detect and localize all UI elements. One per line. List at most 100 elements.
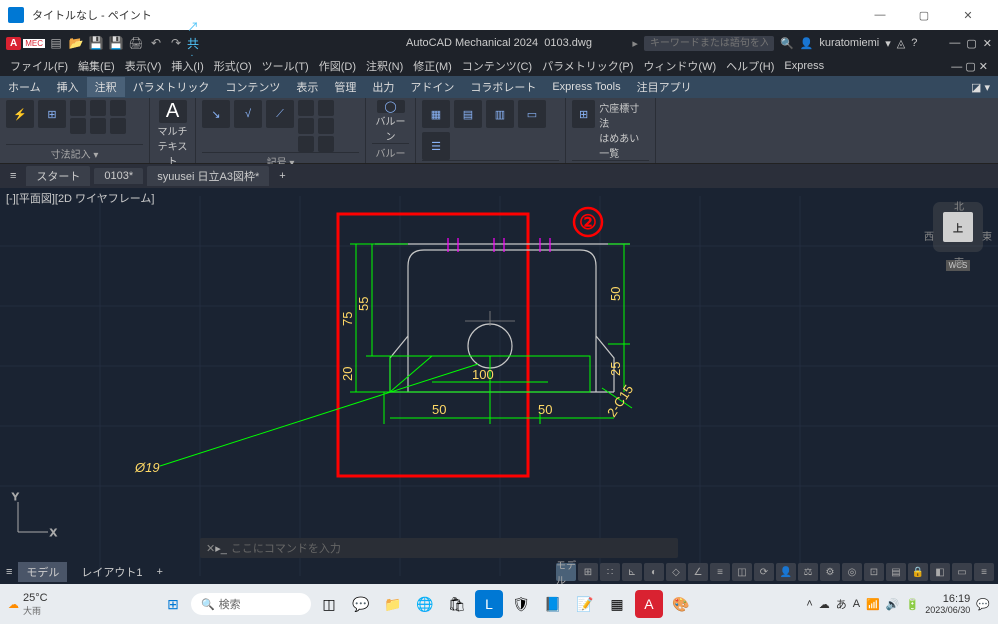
help-icon[interactable]: ? [911, 37, 917, 49]
ribbon-collapse-icon[interactable]: ◪ ▾ [963, 79, 998, 96]
mcafee-icon[interactable]: 🛡 [507, 590, 535, 618]
tray-lang-icon[interactable]: あ [836, 596, 847, 612]
tray-onedrive-icon[interactable]: ☁ [819, 598, 830, 611]
surface-icon[interactable]: √ [234, 100, 262, 128]
help-search-input[interactable] [644, 36, 774, 51]
app-menu-icon[interactable]: ≡ [4, 170, 22, 182]
cmdline-close-icon[interactable]: ✕ [206, 542, 215, 555]
symbol-tool-icon[interactable] [318, 100, 334, 116]
balloon-icon[interactable]: ◯ [377, 100, 405, 113]
store-icon[interactable]: 🛍 [443, 590, 471, 618]
ribbon-tab-output[interactable]: 出力 [364, 77, 402, 97]
maximize-button[interactable]: ▢ [902, 0, 946, 30]
acad-minimize-button[interactable]: — [949, 37, 960, 49]
menu-draw[interactable]: 作図(D) [315, 58, 360, 74]
ribbon-tab-parametric[interactable]: パラメトリック [125, 77, 218, 97]
sb-grid-icon[interactable]: ⊞ [578, 563, 598, 581]
sb-lwt-icon[interactable]: ≡ [710, 563, 730, 581]
drawing-canvas[interactable]: [-][平面図][2D ワイヤフレーム] [0, 188, 998, 584]
menu-modify[interactable]: 修正(M) [409, 58, 456, 74]
dim-tool-icon[interactable] [70, 118, 86, 134]
dim-tool-icon[interactable] [90, 118, 106, 134]
dim-tool-icon[interactable] [110, 118, 126, 134]
weather-widget[interactable]: ☁ 25°C 大雨 [8, 592, 48, 617]
tray-chevron-icon[interactable]: ˄ [806, 598, 812, 610]
viewcube[interactable]: 北 西 東 上 南 WCS [928, 198, 988, 278]
dim-tool-icon[interactable] [110, 100, 126, 116]
model-tab[interactable]: モデル [18, 562, 67, 582]
user-icon[interactable]: 👤 [800, 37, 814, 50]
explorer-icon[interactable]: 📁 [379, 590, 407, 618]
power-dimension-icon[interactable]: ⚡ [6, 100, 34, 128]
weld-icon[interactable]: ⟋ [266, 100, 294, 128]
command-line[interactable]: ✕ ▸_ ここにコマンドを入力 [200, 538, 678, 558]
menu-express[interactable]: Express [780, 60, 828, 72]
partref-icon[interactable]: ▦ [422, 100, 450, 128]
sb-iso-icon[interactable]: ◧ [930, 563, 950, 581]
basket-icon[interactable]: ▾ [885, 37, 891, 50]
sb-polar-icon[interactable]: ◐ [644, 563, 664, 581]
sb-transp-icon[interactable]: ◫ [732, 563, 752, 581]
ribbon-tab-content[interactable]: コンテンツ [217, 77, 288, 97]
symbol-tool-icon[interactable] [298, 100, 314, 116]
partlist-icon[interactable]: ☰ [422, 132, 450, 160]
acad-maximize-button[interactable]: ▢ [966, 37, 976, 50]
menu-view[interactable]: 表示(V) [121, 58, 166, 74]
edge-icon[interactable]: 🌐 [411, 590, 439, 618]
widgets-icon[interactable]: 💬 [347, 590, 375, 618]
sb-otrack-icon[interactable]: ∠ [688, 563, 708, 581]
menu-tools[interactable]: ツール(T) [258, 58, 313, 74]
menu-insert[interactable]: 挿入(I) [167, 58, 207, 74]
sb-scale-icon[interactable]: ⚖ [798, 563, 818, 581]
dim-tool-icon[interactable] [70, 100, 86, 116]
app-icon[interactable]: ▦ [603, 590, 631, 618]
symbol-tool-icon[interactable] [298, 118, 314, 134]
leader-icon[interactable]: ↘ [202, 100, 230, 128]
symbol-tool-icon[interactable] [298, 136, 314, 152]
layout-menu-icon[interactable]: ≡ [6, 566, 12, 578]
sb-units-icon[interactable]: ⊡ [864, 563, 884, 581]
menu-edit[interactable]: 編集(E) [74, 58, 119, 74]
menu-help[interactable]: ヘルプ(H) [722, 58, 778, 74]
autodesk-icon[interactable]: ◬ [897, 37, 905, 50]
qat-saveas-icon[interactable]: 💾 [107, 34, 125, 52]
sb-ortho-icon[interactable]: ⊾ [622, 563, 642, 581]
paint-taskbar-icon[interactable]: 🎨 [667, 590, 695, 618]
sb-annomon-icon[interactable]: ◎ [842, 563, 862, 581]
acad-close-button[interactable]: ✕ [983, 37, 992, 50]
tray-battery-icon[interactable]: 🔋 [906, 598, 920, 611]
user-name[interactable]: kuratomiemi [819, 37, 879, 49]
layout1-tab[interactable]: レイアウト1 [73, 562, 150, 582]
assyprop-icon[interactable]: ▤ [454, 100, 482, 128]
qat-new-icon[interactable]: ▤ [47, 34, 65, 52]
dim-tool-icon[interactable] [90, 100, 106, 116]
qat-redo-icon[interactable]: ↷ [167, 34, 185, 52]
bom-icon[interactable]: ▥ [486, 100, 514, 128]
doc-tab-start[interactable]: スタート [26, 166, 90, 186]
acad-taskbar-icon[interactable]: A [635, 590, 663, 618]
tray-notif-icon[interactable]: 💬 [976, 598, 990, 611]
add-layout-button[interactable]: + [157, 566, 163, 578]
ribbon-tab-insert[interactable]: 挿入 [49, 77, 87, 97]
sb-qp-icon[interactable]: ▤ [886, 563, 906, 581]
start-button[interactable]: ⊞ [159, 590, 187, 618]
sb-anno-icon[interactable]: 👤 [776, 563, 796, 581]
ribbon-tab-manage[interactable]: 管理 [326, 77, 364, 97]
new-tab-button[interactable]: + [273, 170, 291, 182]
doc-tab-syuusei[interactable]: syuusei 日立A3図枠* [147, 166, 269, 186]
qat-save-icon[interactable]: 💾 [87, 34, 105, 52]
system-tray[interactable]: ˄ ☁ あ A 📶 🔊 🔋 16:19 2023/06/30 💬 [806, 593, 990, 615]
symbol-tool-icon[interactable] [318, 136, 334, 152]
qat-plot-icon[interactable]: 🖨 [127, 34, 145, 52]
taskbar-search[interactable]: 🔍 検索 [191, 593, 311, 615]
qat-undo-icon[interactable]: ↶ [147, 34, 165, 52]
notepad-icon[interactable]: 📝 [571, 590, 599, 618]
ribbon-tab-annotate[interactable]: 注釈 [87, 77, 125, 97]
taskview-icon[interactable]: ◫ [315, 590, 343, 618]
menu-parametric[interactable]: パラメトリック(P) [538, 58, 637, 74]
symbol-tool-icon[interactable] [318, 118, 334, 134]
ribbon-tab-featured[interactable]: 注目アプリ [629, 77, 700, 97]
menu-annotate[interactable]: 注釈(N) [362, 58, 407, 74]
ribbon-tab-express[interactable]: Express Tools [544, 79, 628, 95]
tray-wifi-icon[interactable]: 📶 [866, 598, 880, 611]
